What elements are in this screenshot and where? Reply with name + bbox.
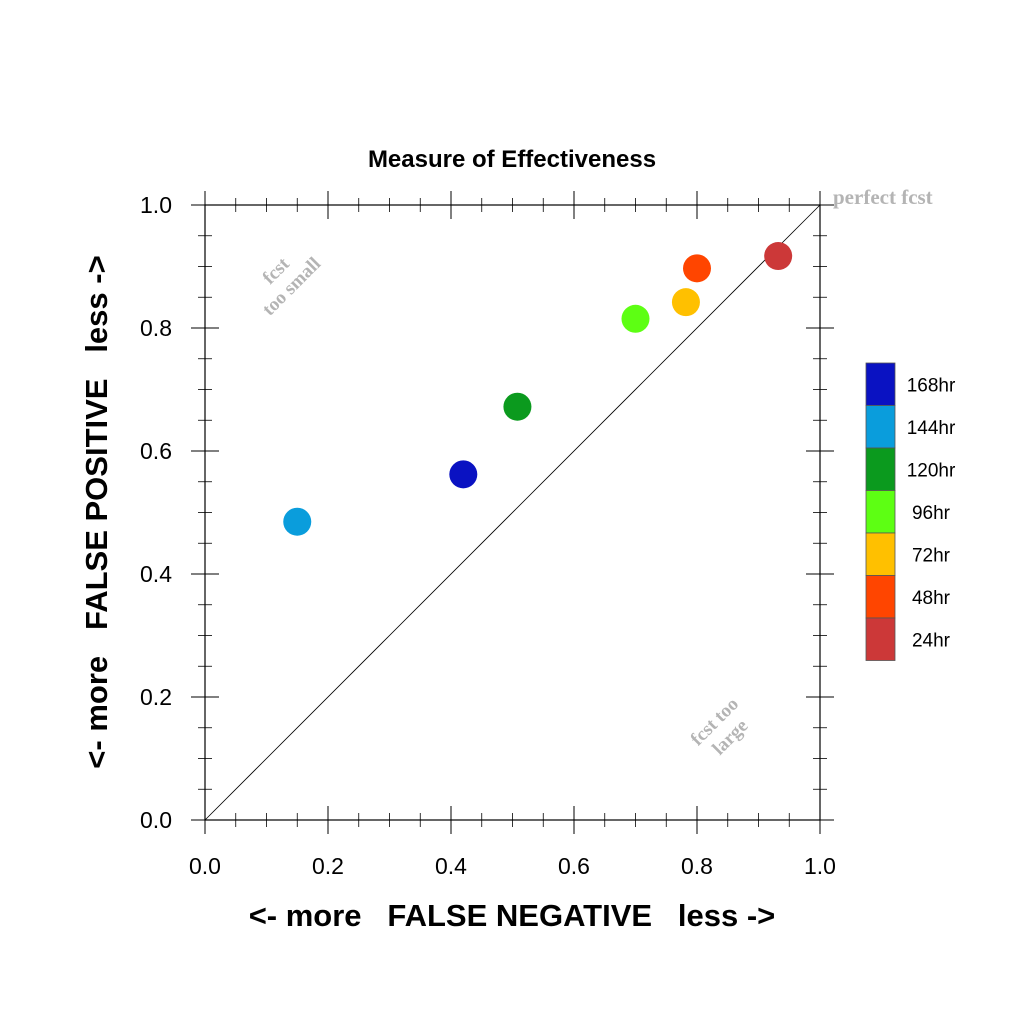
legend-swatch-72hr [865,532,896,576]
data-point-120hr [503,392,532,421]
y-tick-label: 0.6 [140,438,172,464]
perfect-forecast-annotation: perfect fcst [833,185,933,209]
data-point-144hr [283,507,312,536]
too-large-annotation: fcst too large [687,694,753,760]
data-points [283,242,793,536]
y-axis-label: <- more FALSE POSITIVE less -> [79,255,114,768]
x-tick-label: 0.0 [189,853,221,879]
data-point-72hr [671,288,700,317]
legend-swatch-120hr [865,447,896,491]
plot-frame [204,204,821,821]
y-tick-labels: 0.0 0.2 0.4 0.6 0.8 1.0 [140,192,172,833]
legend: 168hr 144hr 120hr 96hr 72hr 48hr 24hr [865,362,956,661]
y-tick-label: 0.8 [140,315,172,341]
data-point-48hr [683,254,711,283]
legend-label-72hr: 72hr [912,545,951,566]
legend-label-24hr: 24hr [912,630,951,651]
legend-swatch-168hr [865,362,896,406]
data-point-24hr [764,242,793,271]
legend-swatch-48hr [865,575,896,619]
x-tick-label: 0.8 [681,853,713,879]
y-tick-label: 0.0 [140,807,172,833]
legend-label-120hr: 120hr [907,460,956,481]
x-tick-label: 0.6 [558,853,590,879]
y-tick-label: 0.2 [140,684,172,710]
chart-title: Measure of Effectiveness [368,146,656,173]
y-tick-label: 0.4 [140,561,172,587]
x-tick-label: 0.4 [435,853,467,879]
y-tick-label: 1.0 [140,192,172,218]
x-tick-labels: 0.0 0.2 0.4 0.6 0.8 1.0 [189,853,836,879]
too-small-annotation: fcst too small [258,253,325,320]
data-point-96hr [621,304,650,333]
x-tick-label: 0.2 [312,853,344,879]
legend-swatch-144hr [865,405,896,449]
x-tick-label: 1.0 [804,853,836,879]
x-axis-label: <- more FALSE NEGATIVE less -> [249,898,776,933]
legend-label-144hr: 144hr [907,418,956,439]
data-point-168hr [449,460,478,489]
legend-swatch-24hr [865,617,896,661]
perfect-forecast-diagonal [204,204,821,821]
legend-label-48hr: 48hr [912,588,951,609]
legend-label-96hr: 96hr [912,503,951,524]
legend-label-168hr: 168hr [907,375,956,396]
legend-swatch-96hr [865,490,896,534]
